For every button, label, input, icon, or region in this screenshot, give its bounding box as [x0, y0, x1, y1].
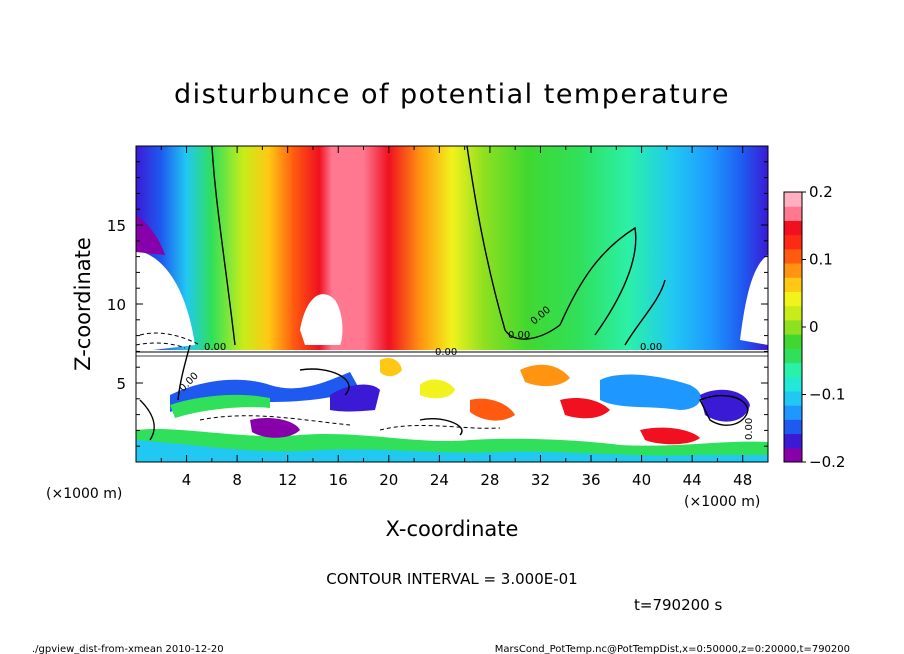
colorbar-swatch	[784, 206, 802, 221]
x-tick-label: 24	[430, 471, 449, 489]
colorbar-swatch	[784, 405, 802, 420]
y-axis-ticks: 5 10 15	[107, 145, 768, 447]
colorbar	[784, 192, 802, 463]
colorbar-swatch	[784, 305, 802, 321]
colorbar-swatch	[784, 319, 802, 335]
x-tick-label: 12	[278, 471, 297, 489]
contour-label: 0.00	[744, 418, 755, 440]
colorbar-swatch	[784, 234, 802, 250]
x-tick-label: 36	[581, 471, 600, 489]
contour-lines	[136, 146, 768, 441]
y-axis-title: Z-coordinate	[71, 237, 95, 371]
x-tick-label: 4	[182, 471, 192, 489]
x-tick-label: 16	[329, 471, 348, 489]
colorbar-swatch	[784, 348, 802, 364]
y-tick-label: 15	[107, 217, 126, 235]
contour-label: 0.00	[204, 342, 226, 353]
colorbar-tick-label: 0	[809, 318, 819, 336]
colorbar-tick-label: 0.2	[809, 183, 833, 201]
x-axis-ticks: 4 8 12 16 20 24 28 32 36 40 44 48	[160, 146, 769, 489]
white-region-right	[740, 255, 768, 345]
colorbar-swatch	[784, 220, 802, 236]
footer-right: MarsCond_PotTemp.nc@PotTempDist,x=0:5000…	[495, 644, 850, 654]
upper-field	[136, 146, 768, 352]
lower-layer	[136, 350, 768, 462]
colorbar-swatch	[784, 433, 802, 449]
colorbar-swatch	[784, 263, 802, 278]
plot-area: 0.00 0.00 0.00 0.00 0.00 0.00 0.00	[136, 146, 768, 462]
colorbar-swatch	[784, 376, 802, 392]
x-tick-label: 44	[683, 471, 702, 489]
colorbar-swatch	[784, 291, 802, 307]
colorbar-ticks: 0.2 0.1 0 −0.1 −0.2	[802, 183, 845, 471]
colorbar-tick-label: −0.2	[809, 453, 845, 471]
colorbar-swatch	[784, 419, 802, 435]
colorbar-swatch	[784, 248, 802, 264]
y-unit-label: (×1000 m)	[46, 486, 122, 502]
x-tick-label: 32	[531, 471, 550, 489]
colorbar-swatch	[784, 390, 802, 406]
x-tick-label: 20	[379, 471, 398, 489]
contour-label: 0.00	[508, 330, 530, 341]
x-tick-label: 40	[632, 471, 651, 489]
x-tick-label: 28	[480, 471, 499, 489]
x-unit-label: (×1000 m)	[684, 494, 760, 510]
colorbar-tick-label: 0.1	[809, 251, 833, 269]
colorbar-swatch	[784, 334, 802, 349]
chart-title: disturbunce of potential temperature	[174, 79, 730, 110]
footer-left: ./gpview_dist-from-xmean 2010-12-20	[32, 644, 224, 654]
white-region-center	[300, 294, 343, 345]
colorbar-swatch	[784, 192, 802, 207]
colorbar-tick-label: −0.1	[809, 386, 845, 404]
y-tick-label: 5	[116, 375, 126, 393]
contour-label: 0.00	[640, 342, 662, 353]
x-axis-title: X-coordinate	[386, 517, 519, 541]
colorbar-swatch	[784, 277, 802, 292]
contour-interval-text: CONTOUR INTERVAL = 3.000E-01	[326, 570, 577, 588]
purple-region-left	[136, 215, 165, 255]
white-region-left	[136, 250, 195, 352]
colorbar-swatch	[784, 362, 802, 378]
time-text: t=790200 s	[634, 596, 722, 614]
dashed-contours	[136, 332, 501, 431]
x-tick-label: 8	[232, 471, 242, 489]
x-tick-label: 48	[733, 471, 752, 489]
colorbar-swatch	[784, 447, 802, 463]
contour-label: 0.00	[435, 347, 457, 358]
y-tick-label: 10	[107, 296, 126, 314]
